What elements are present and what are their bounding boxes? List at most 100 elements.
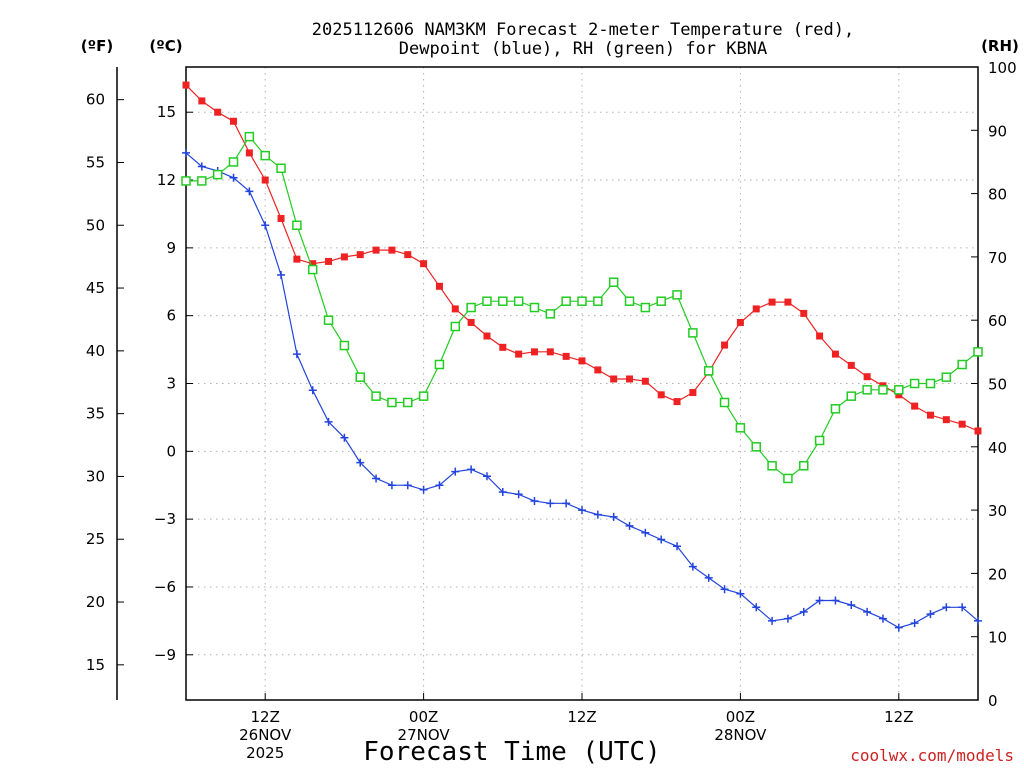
dewpoint-point bbox=[736, 589, 745, 598]
rh-point bbox=[513, 296, 524, 306]
2-meter-temperature-point bbox=[594, 366, 602, 374]
2-meter-temperature-point bbox=[530, 348, 538, 356]
rh-tick-label: 70 bbox=[988, 249, 1007, 267]
rh-point bbox=[941, 372, 952, 382]
dewpoint-point bbox=[308, 386, 317, 395]
dewpoint-point bbox=[815, 596, 824, 605]
rh-tick-label: 90 bbox=[988, 122, 1007, 140]
2-meter-temperature-point bbox=[499, 343, 507, 351]
rh-point bbox=[925, 378, 936, 389]
rh-point bbox=[624, 296, 635, 306]
rh-point bbox=[862, 385, 872, 395]
2-meter-temperature-point bbox=[816, 332, 824, 340]
rh-point bbox=[355, 372, 365, 382]
2-meter-temperature-point bbox=[911, 402, 919, 410]
rh-point bbox=[640, 302, 651, 313]
2-meter-temperature-point bbox=[340, 253, 348, 261]
rh-tick-label: 30 bbox=[988, 502, 1007, 520]
2-meter-temperature-point bbox=[261, 176, 269, 184]
dewpoint-point bbox=[387, 481, 396, 490]
x-tick-label: 28NOV bbox=[714, 726, 767, 744]
dewpoint-point bbox=[958, 603, 967, 612]
2-meter-temperature-point bbox=[404, 251, 412, 259]
rh-point bbox=[418, 391, 429, 401]
dewpoint-point bbox=[578, 506, 586, 515]
rh-point bbox=[482, 296, 492, 306]
dewpoint-point bbox=[625, 521, 634, 530]
rh-point bbox=[339, 340, 350, 351]
2-meter-temperature-point bbox=[578, 357, 586, 365]
dewpoint-point bbox=[419, 485, 428, 494]
dewpoint-point bbox=[292, 350, 301, 359]
x-tick-label: 12Z bbox=[567, 708, 596, 726]
2-meter-temperature-point bbox=[895, 391, 903, 399]
x-tick-label: 27NOV bbox=[398, 726, 451, 744]
celsius-tick-label: −3 bbox=[154, 510, 176, 528]
rh-tick-label: 60 bbox=[988, 312, 1007, 330]
rh-point bbox=[498, 296, 508, 306]
fahrenheit-tick-label: 40 bbox=[86, 342, 105, 360]
dewpoint-point bbox=[720, 585, 729, 594]
dewpoint-point bbox=[451, 467, 460, 476]
rh-point bbox=[656, 296, 666, 306]
2-meter-temperature-point bbox=[435, 282, 443, 290]
dewpoint-point bbox=[593, 510, 602, 519]
2-meter-temperature-point bbox=[245, 149, 253, 157]
2-meter-temperature-point bbox=[942, 416, 950, 424]
dewpoint-point bbox=[261, 221, 270, 230]
2-meter-temperature-point bbox=[182, 81, 190, 89]
2-meter-temperature-point bbox=[325, 257, 333, 265]
dewpoint-point bbox=[182, 148, 190, 157]
rh-point bbox=[593, 296, 603, 306]
rh-point bbox=[434, 359, 445, 370]
dewpoint-point bbox=[562, 499, 571, 508]
x-tick-label: 12Z bbox=[251, 708, 280, 726]
rh-point bbox=[878, 385, 888, 395]
dewpoint-point bbox=[514, 490, 523, 499]
rh-point bbox=[608, 277, 619, 287]
2-meter-temperature-point bbox=[451, 305, 459, 313]
2-meter-temperature-point bbox=[784, 298, 792, 306]
rh-point bbox=[830, 404, 841, 414]
x-tick-label: 26NOV bbox=[239, 726, 292, 744]
2-meter-temperature-point bbox=[483, 332, 491, 340]
dewpoint-point bbox=[356, 458, 365, 467]
rh-point bbox=[212, 169, 223, 180]
celsius-tick-label: 6 bbox=[166, 307, 176, 325]
fahrenheit-tick-label: 60 bbox=[86, 91, 105, 109]
rh-point bbox=[529, 302, 540, 313]
rh-point bbox=[228, 157, 239, 167]
2-meter-temperature-point bbox=[958, 420, 966, 428]
x-axis-label: Forecast Time (UTC) bbox=[363, 737, 660, 767]
dewpoint-point bbox=[799, 607, 808, 616]
rh-point bbox=[371, 391, 381, 401]
2-meter-temperature-point bbox=[657, 391, 665, 399]
rh-point bbox=[577, 296, 587, 306]
2-meter-temperature-point bbox=[800, 309, 808, 317]
rh-point bbox=[767, 461, 777, 471]
rh-point bbox=[973, 347, 983, 357]
2-meter-temperature-point bbox=[863, 373, 871, 381]
dewpoint-point bbox=[482, 472, 491, 481]
chart-title-line-1: 2025112606 NAM3KM Forecast 2-meter Tempe… bbox=[312, 20, 854, 40]
dewpoint-point bbox=[197, 162, 206, 171]
dewpoint-point bbox=[641, 528, 650, 537]
2-meter-temperature-point bbox=[641, 377, 649, 385]
celsius-tick-label: 0 bbox=[166, 442, 176, 460]
x-tick-label: 00Z bbox=[726, 708, 755, 726]
rh-point bbox=[545, 309, 556, 319]
rh-point bbox=[688, 328, 698, 338]
dewpoint-point bbox=[340, 433, 349, 442]
dewpoint-point bbox=[609, 512, 618, 521]
fahrenheit-tick-label: 15 bbox=[86, 656, 105, 674]
rh-tick-label: 100 bbox=[988, 59, 1017, 77]
2-meter-temperature-point bbox=[356, 251, 364, 259]
2-meter-temperature-point bbox=[673, 398, 681, 406]
dewpoint-point bbox=[878, 614, 887, 623]
rh-point bbox=[403, 397, 413, 408]
dewpoint-point bbox=[910, 619, 919, 628]
2-meter-temperature-point bbox=[214, 108, 222, 116]
grid-lines bbox=[186, 67, 978, 700]
